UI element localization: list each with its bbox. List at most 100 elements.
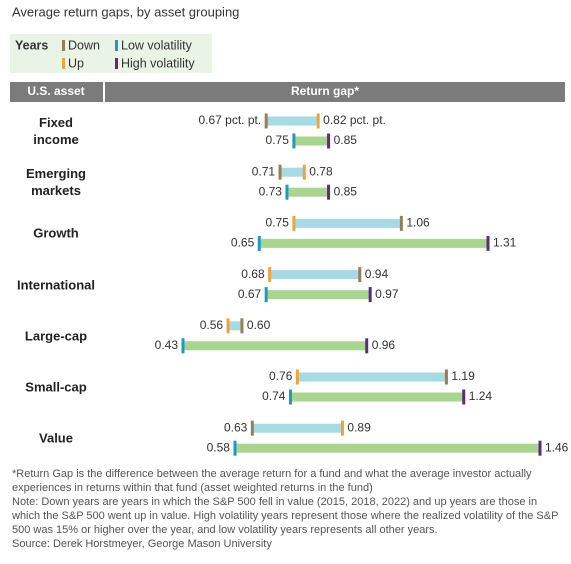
footnote: Source: Derek Horstmeyer, George Mason U… [12,538,272,550]
legend-label: Down [68,38,100,52]
value-tick [288,389,292,405]
value-label: 0.67 pct. pt. [198,113,261,127]
header-right: Return gap* [291,84,359,98]
legend-swatch [62,58,65,69]
range-bar [269,270,360,280]
chart-title: Average return gaps, by asset grouping [12,4,239,19]
legend-swatch [115,58,118,69]
value-tick [327,184,331,200]
value-tick [462,389,466,405]
value-tick [278,164,282,180]
value-tick [292,133,296,149]
value-label: 0.94 [365,267,389,281]
category-label: International [14,276,98,293]
category-label: Fixed income [14,114,98,148]
category-label: Large-cap [14,327,98,344]
range-bar [234,443,540,453]
legend-box [10,34,212,73]
value-tick [240,318,244,334]
legend-swatch [62,40,65,51]
value-tick [327,133,331,149]
value-tick [257,235,261,251]
range-bar [290,392,464,402]
value-tick [340,420,344,436]
value-label: 1.46 [545,440,569,454]
value-tick [316,113,320,129]
range-bar [280,167,305,177]
category-text: Large-cap [24,328,88,344]
range-bar [297,372,447,382]
range-bar [183,341,367,351]
value-label: 0.58 [207,440,231,454]
value-label: 0.75 [266,133,290,147]
legend-label: Low volatility [121,38,193,52]
value-label: 0.89 [347,420,371,434]
category-label: Value [14,430,98,447]
legend-swatch [115,40,118,51]
value-label: 1.24 [469,389,493,403]
category-label: Emerging markets [14,165,98,199]
value-label: 0.67 [238,287,262,301]
footnote: *Return Gap is the difference between th… [12,468,532,494]
value-label: 0.60 [247,318,271,332]
range-bar [293,136,329,146]
value-tick [268,267,272,283]
value-label: 0.73 [259,184,283,198]
value-label: 0.65 [231,236,255,250]
value-tick [358,267,362,283]
value-tick [226,318,230,334]
category-label: Growth [14,225,98,242]
value-tick [302,164,306,180]
category-text: Fixed income [33,115,79,147]
value-tick [538,440,542,456]
value-label: 0.63 [224,420,248,434]
range-bar [259,238,489,248]
value-tick [295,369,299,385]
value-tick [399,215,403,231]
value-tick [368,287,372,303]
value-label: 0.85 [334,133,358,147]
footnote: Note: Down years are years in which the … [12,496,559,536]
category-text: Growth [33,225,79,241]
value-label: 0.68 [241,267,265,281]
value-label: 0.82 pct. pt. [323,113,386,127]
value-label: 0.85 [334,184,358,198]
range-bar [293,218,402,228]
legend-label: Up [68,56,84,70]
category-text: Value [39,430,73,446]
value-label: 0.97 [375,287,399,301]
value-label: 0.71 [252,164,276,178]
range-bar [266,116,319,126]
value-label: 1.31 [493,236,517,250]
range-bar [286,187,329,197]
category-text: International [16,277,95,293]
legend-label: High volatility [121,56,195,70]
header-left: U.S. asset [27,84,84,98]
footnotes: *Return Gap is the difference between th… [12,467,564,551]
value-label: 0.56 [200,318,224,332]
category-text: Emerging markets [26,166,86,199]
value-tick [292,215,296,231]
value-tick [285,184,289,200]
range-bar [228,321,242,331]
range-bar [252,423,343,433]
value-tick [444,369,448,385]
category-text: Small-cap [25,379,87,395]
value-label: 1.06 [406,216,430,230]
value-label: 1.19 [451,369,475,383]
value-tick [250,420,254,436]
value-tick [264,113,268,129]
value-label: 0.43 [155,338,179,352]
category-label: Small-cap [14,379,98,396]
legend-title: Years [15,38,48,52]
value-label: 0.76 [269,369,293,383]
value-tick [181,338,185,354]
value-label: 0.96 [372,338,396,352]
value-label: 0.78 [309,164,333,178]
value-tick [365,338,369,354]
value-tick [233,440,237,456]
header-bar [10,82,565,102]
range-bar [266,290,371,300]
